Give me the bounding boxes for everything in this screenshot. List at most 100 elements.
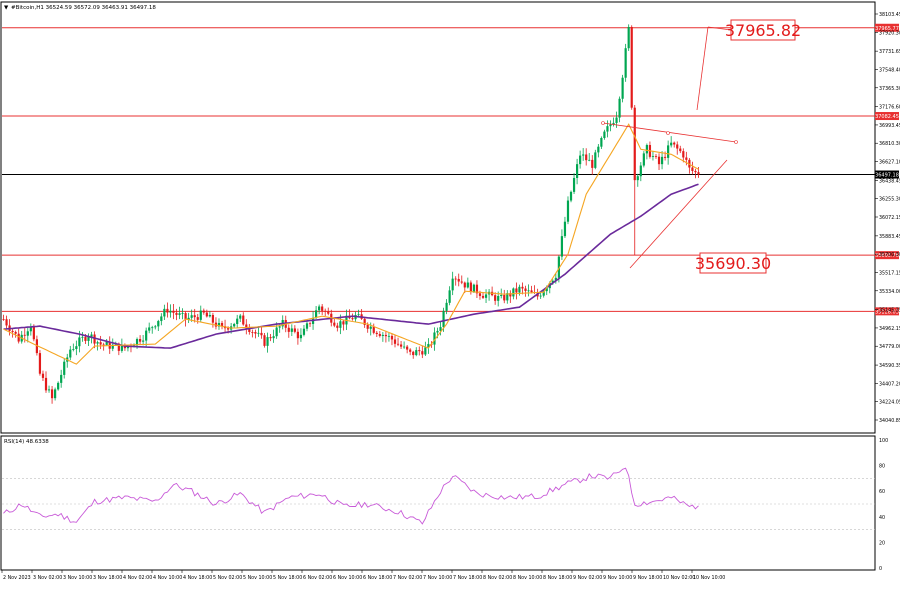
candle-body bbox=[160, 316, 163, 322]
candle-body bbox=[93, 334, 96, 344]
trendline-anchor[interactable] bbox=[734, 140, 738, 144]
candle-body bbox=[503, 294, 506, 301]
trend-drawings[interactable] bbox=[601, 26, 738, 269]
candle-body bbox=[14, 331, 17, 334]
candle-body bbox=[5, 319, 8, 326]
candle-body bbox=[676, 144, 679, 149]
candle-body bbox=[363, 318, 366, 325]
time-tick-label: 2 Nov 2023 bbox=[3, 575, 31, 581]
candle-body bbox=[642, 153, 645, 166]
chart-header-arrow[interactable]: ▼ bbox=[4, 5, 9, 11]
price-tick-label: 34040.85 bbox=[879, 418, 900, 424]
candle-body bbox=[585, 154, 588, 161]
candle-body bbox=[41, 373, 45, 378]
candle-body bbox=[217, 322, 221, 327]
lower-trendline[interactable] bbox=[629, 159, 728, 269]
candle-body bbox=[518, 286, 521, 293]
candle-body bbox=[308, 323, 312, 325]
candle-body bbox=[639, 165, 642, 177]
time-tick-label: 7 Nov 10:00 bbox=[423, 575, 452, 581]
candle-body bbox=[594, 152, 597, 168]
candle-body bbox=[469, 282, 472, 292]
candle-body bbox=[697, 172, 700, 175]
trendline-anchor[interactable] bbox=[666, 131, 670, 135]
candle-body bbox=[478, 293, 482, 296]
price-tick-label: 35517.15 bbox=[879, 270, 900, 276]
candle-body bbox=[90, 334, 93, 337]
candle-body bbox=[260, 332, 263, 336]
candle-body bbox=[321, 306, 324, 311]
candle-body bbox=[75, 346, 78, 350]
candle-body bbox=[651, 156, 655, 157]
candle-body bbox=[557, 256, 560, 278]
candle-body bbox=[657, 156, 661, 165]
candle-body bbox=[630, 26, 633, 108]
time-tick-label: 3 Nov 18:00 bbox=[93, 575, 122, 581]
candle-body bbox=[381, 334, 384, 336]
candle-body bbox=[17, 333, 20, 342]
current-price-tag bbox=[875, 170, 899, 179]
price-tick-label: 36438.45 bbox=[879, 178, 900, 184]
candle-body bbox=[202, 310, 205, 313]
candle-body bbox=[126, 346, 130, 349]
rsi-tick-label: 80 bbox=[879, 464, 885, 470]
candle-body bbox=[105, 341, 108, 345]
candle-body bbox=[117, 343, 120, 351]
candle-body bbox=[305, 323, 309, 329]
time-tick-label: 9 Nov 18:00 bbox=[633, 575, 662, 581]
upper-target-box[interactable] bbox=[730, 19, 796, 41]
price-tick-label: 34590.35 bbox=[879, 363, 900, 369]
candle-body bbox=[448, 290, 451, 303]
candle-body bbox=[439, 327, 442, 331]
level-price-tag-3 bbox=[875, 307, 899, 316]
rsi-tick-label: 60 bbox=[879, 489, 885, 495]
candle-body bbox=[287, 327, 290, 332]
candle-body bbox=[579, 155, 582, 165]
candle-body bbox=[299, 334, 303, 339]
level-price-tag-1 bbox=[875, 112, 899, 121]
target-connector-line[interactable] bbox=[707, 26, 732, 31]
candle-body bbox=[673, 142, 676, 145]
candle-body bbox=[220, 322, 224, 327]
candle-body bbox=[324, 310, 327, 312]
candle-body bbox=[145, 330, 148, 341]
candle-body bbox=[32, 326, 35, 340]
candle-body bbox=[463, 282, 466, 288]
candle-body bbox=[618, 98, 621, 118]
candle-body bbox=[551, 280, 554, 283]
candle-body bbox=[427, 343, 430, 348]
price-tick-label: 37920.30 bbox=[879, 30, 900, 36]
candle-body bbox=[99, 342, 102, 345]
level-price-label-0: 37965.77 bbox=[875, 26, 899, 32]
candle-body bbox=[582, 154, 585, 156]
time-tick-label: 7 Nov 02:00 bbox=[393, 575, 422, 581]
trendline-anchor[interactable] bbox=[601, 121, 605, 125]
price-tick-label: 36993.45 bbox=[879, 123, 900, 129]
time-tick-label: 4 Nov 18:00 bbox=[183, 575, 212, 581]
candle-body bbox=[500, 294, 503, 297]
candle-body bbox=[351, 318, 354, 320]
candle-body bbox=[342, 321, 345, 325]
candle-body bbox=[403, 346, 406, 348]
target-arrow-line[interactable] bbox=[696, 26, 709, 111]
candle-body bbox=[44, 377, 48, 391]
candle-body bbox=[645, 145, 648, 154]
candle-body bbox=[278, 326, 281, 328]
ma-slow-line bbox=[3, 183, 699, 349]
candle-body bbox=[621, 77, 624, 99]
candle-body bbox=[169, 310, 172, 313]
price-tick-label: 34962.15 bbox=[879, 326, 900, 332]
time-tick-label: 4 Nov 10:00 bbox=[153, 575, 182, 581]
price-tick-label: 37548.40 bbox=[879, 67, 900, 73]
candle-body bbox=[484, 294, 488, 298]
candle-body bbox=[624, 48, 627, 78]
candle-body bbox=[600, 137, 603, 147]
price-tick-label: 34407.20 bbox=[879, 381, 900, 387]
candle-body bbox=[333, 322, 336, 326]
candle-body bbox=[554, 277, 557, 281]
candle-body bbox=[23, 334, 26, 336]
candle-body bbox=[339, 321, 342, 328]
lower-target-box[interactable] bbox=[699, 252, 767, 274]
